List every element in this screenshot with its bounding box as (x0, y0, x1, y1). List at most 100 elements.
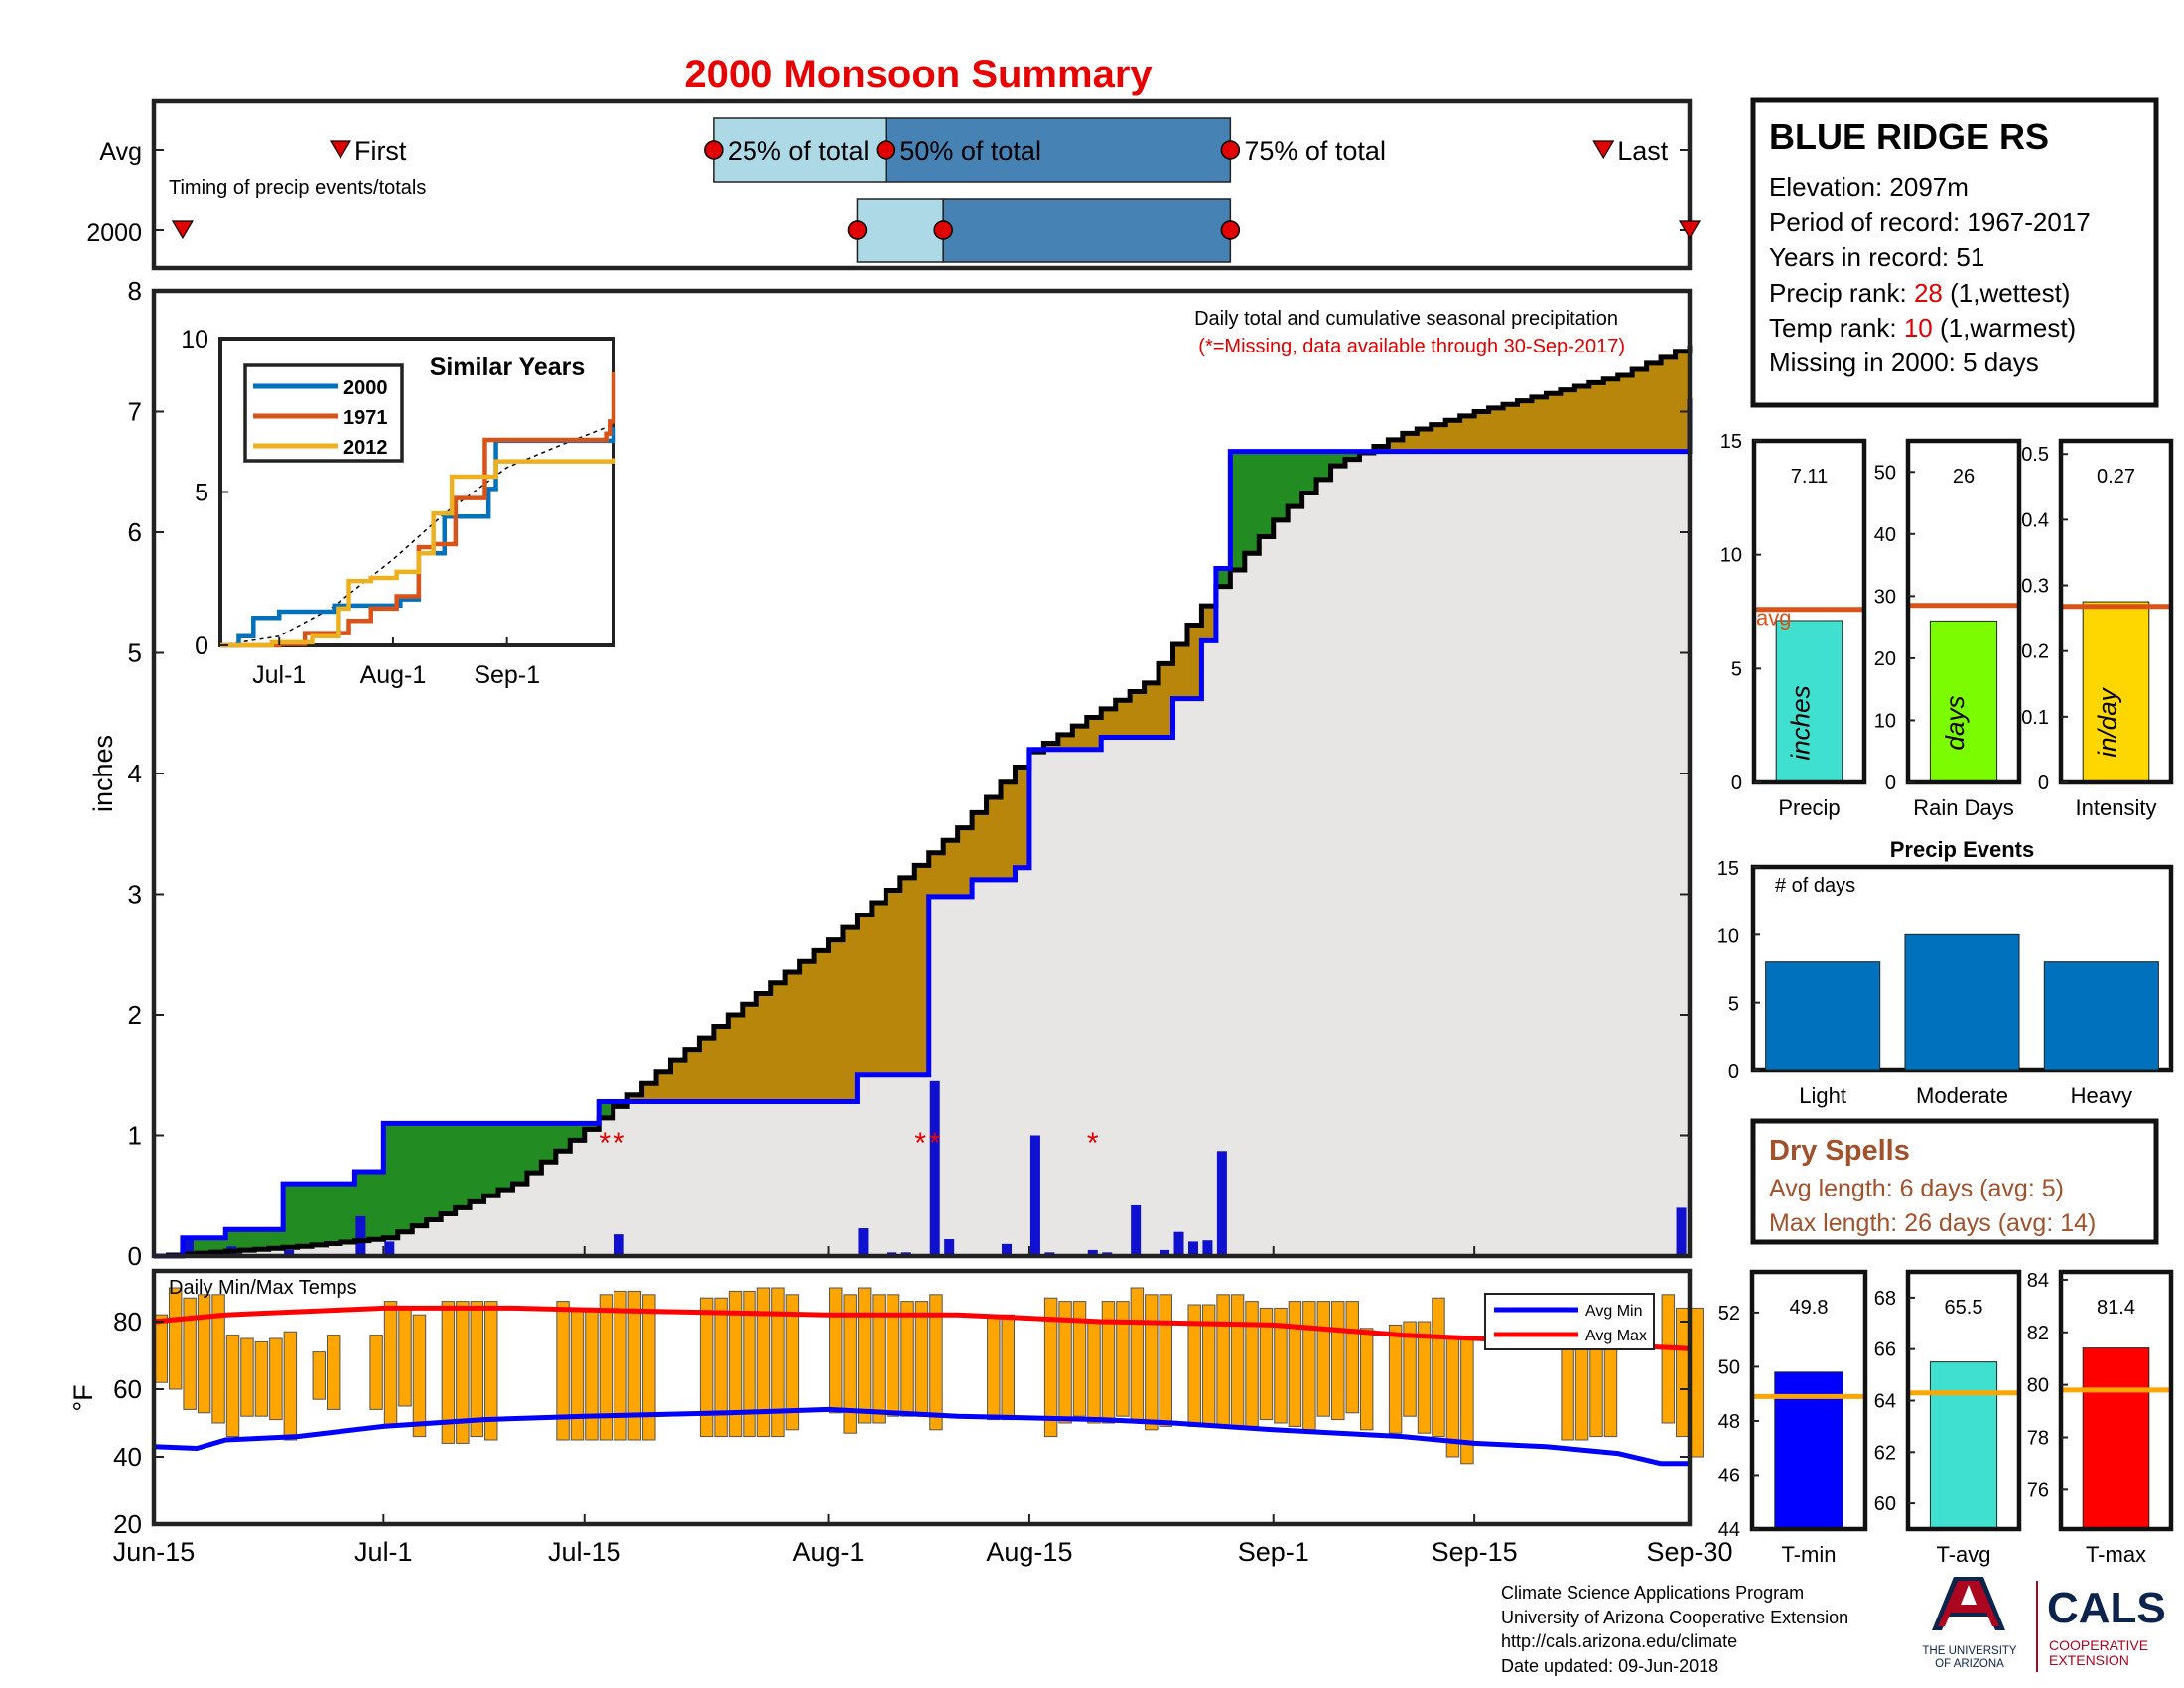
footer-date-updated: Date updated: 09-Jun-2018 (1501, 1655, 1719, 1676)
daily-temp-range-bar (1288, 1301, 1302, 1427)
year-cumulative-line (154, 398, 1693, 1259)
timing-label-last: Last (1617, 136, 1669, 166)
precip-events-category: Light (1799, 1083, 1846, 1108)
x-axis-date-tick: Sep-1 (1238, 1537, 1309, 1567)
similar-years-x-tick: Aug-1 (360, 661, 427, 689)
daily-temp-range-bar (1001, 1314, 1015, 1421)
intensity-panel-frame (2058, 438, 2174, 785)
precip-events-y-tick: 5 (1728, 994, 1739, 1016)
temps-y-label: °F (68, 1384, 98, 1411)
daily-temp-range-bar (326, 1335, 341, 1410)
daily-temp-range-bar (1403, 1321, 1417, 1417)
timing-avg-q50-marker (876, 140, 896, 160)
daily-temp-range-bar (1230, 1294, 1245, 1427)
daily-temp-range-bar (240, 1337, 254, 1417)
daily-temp-range-bar (441, 1301, 456, 1444)
tmin-value-label: 49.8 (1790, 1297, 1829, 1319)
station-info-box (1750, 97, 2159, 408)
x-axis-date-tick: Jul-1 (354, 1537, 413, 1567)
daily-temp-range-bar (1316, 1301, 1331, 1417)
arizona-a-icon (1932, 1577, 2005, 1630)
daily-temp-range-bar (570, 1307, 585, 1441)
daily-temp-range-bar (1245, 1301, 1259, 1427)
similar-years-legend-label: 2000 (343, 377, 388, 399)
daily-temp-range-bar (1417, 1321, 1432, 1434)
daily-temp-range-bar (585, 1307, 599, 1441)
precip-rank-note: (1,wettest) (1943, 278, 2071, 308)
timing-avg-last-marker (1592, 140, 1615, 160)
precip_total-y-tick: 15 (1720, 431, 1742, 453)
similar-years-y-tick: 10 (181, 326, 208, 353)
timing-year-first-marker (171, 220, 194, 240)
similar-years-x-tick: Jul-1 (252, 661, 306, 689)
timing-year-last-marker (1678, 220, 1702, 240)
timing-year-q25-marker (847, 220, 868, 240)
x-axis-date-tick: Sep-15 (1432, 1537, 1518, 1567)
station-elevation: Elevation: 2097m (1769, 172, 1969, 202)
daily-temp-range-bar (599, 1294, 614, 1441)
logo-extension: EXTENSION (2049, 1652, 2129, 1668)
daily-temp-range-bar (1216, 1294, 1230, 1427)
daily-temp-range-bar (785, 1294, 800, 1431)
tavg-bar (1929, 1361, 1998, 1530)
daily-temp-range-bar (1302, 1301, 1316, 1431)
timing-avg-q50-q75-box (885, 117, 1232, 183)
precip_total-y-tick: 5 (1731, 658, 1742, 680)
daily-temp-range-bar (1661, 1294, 1676, 1424)
station-temp-rank: Temp rank: 10 (1,warmest) (1769, 313, 2076, 343)
rain_days-value-label: 26 (1953, 466, 1975, 488)
daily-precip-bar (944, 1238, 955, 1256)
cumulative-y-tick: 4 (128, 759, 142, 788)
intensity-bar-text: in/day (2093, 686, 2122, 757)
daily-temp-range-bar (154, 1314, 168, 1383)
daily-temp-range-bar (484, 1301, 498, 1441)
timing-avg-q75-marker (1220, 140, 1241, 160)
daily-temp-range-bar (872, 1294, 886, 1424)
daily-temp-range-bar (1345, 1301, 1359, 1414)
daily-precip-bar (355, 1215, 366, 1256)
missing-day-marker: * (914, 1127, 926, 1160)
timing-label-q50: 50% of total (899, 136, 1041, 166)
daily-temp-range-bar (1676, 1307, 1690, 1438)
temps-legend-min: Avg Min (1585, 1303, 1643, 1320)
daily-temp-range-bar (857, 1287, 872, 1424)
temps-legend (1484, 1293, 1655, 1350)
timing-year-q25-q50-box (856, 198, 944, 263)
daily-temp-range-bar (1259, 1307, 1274, 1421)
daily-temp-range-bar (1043, 1297, 1058, 1438)
daily-precip-bar (614, 1234, 624, 1256)
daily-temp-range-bar (1274, 1307, 1288, 1424)
daily-temp-range-bar (168, 1287, 183, 1390)
similar-years-line-2012 (220, 458, 616, 648)
daily-temp-range-bar (1101, 1301, 1116, 1424)
logo-cooperative: COOPERATIVE (2049, 1637, 2148, 1653)
rain_days-y-tick: 10 (1874, 710, 1896, 732)
daily-temp-range-bar (1130, 1287, 1145, 1424)
logo-cals: CALS (2047, 1584, 2166, 1632)
footer-credits: Climate Science Applications Program Uni… (1501, 1581, 1848, 1678)
precip-events-category: Moderate (1916, 1083, 2008, 1108)
footer-url[interactable]: http://cals.arizona.edu/climate (1501, 1631, 1738, 1651)
daily-temp-range-bar (1432, 1297, 1445, 1438)
daily-temp-range-bar (843, 1294, 857, 1434)
timing-row-label-year: 2000 (86, 219, 142, 247)
chart-title: 2000 Monsoon Summary (684, 53, 1153, 96)
timing-label-first: First (354, 136, 407, 166)
daily-temp-range-bar (642, 1294, 656, 1441)
precip-events-bar-moderate (1904, 933, 2020, 1071)
x-axis-date-tick: Jun-15 (113, 1537, 196, 1567)
precip-events-bar-light (1765, 961, 1881, 1071)
daily-precip-bar (1029, 1135, 1040, 1256)
temps-panel-frame (151, 1268, 1693, 1527)
temp-rank-value: 10 (1904, 313, 1933, 343)
rain_days-y-tick: 50 (1874, 462, 1896, 484)
temp-rank-label: Temp rank: (1769, 313, 1904, 343)
temps-y-tick: 40 (113, 1442, 142, 1472)
tavg-y-tick: 68 (1874, 1288, 1896, 1310)
daily-temp-range-bar (1331, 1301, 1345, 1421)
daily-temp-range-bar (914, 1301, 929, 1417)
daily-precip-bar (284, 1249, 295, 1256)
university-logo: THE UNIVERSITY OF ARIZONA CALS COOPERATI… (1922, 1577, 2166, 1672)
daily-temp-range-bar (987, 1314, 1001, 1421)
